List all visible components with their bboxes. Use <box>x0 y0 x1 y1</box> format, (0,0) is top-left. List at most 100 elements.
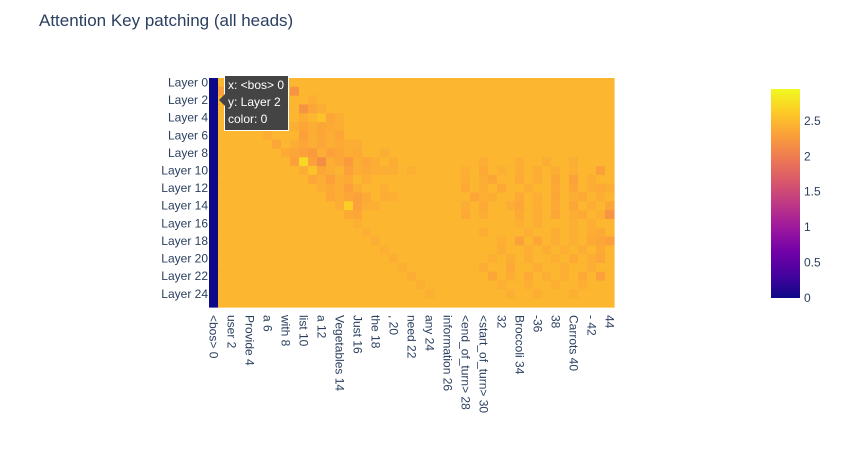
heatmap-cell[interactable] <box>299 192 309 202</box>
heatmap-cell[interactable] <box>596 298 606 308</box>
heatmap-cell[interactable] <box>353 298 363 308</box>
heatmap-cell[interactable] <box>335 104 345 114</box>
heatmap-cell[interactable] <box>461 157 471 167</box>
heatmap-cell[interactable] <box>218 254 228 264</box>
heatmap-cell[interactable] <box>587 104 597 114</box>
heatmap-cell[interactable] <box>380 157 390 167</box>
heatmap-cell[interactable] <box>218 139 228 150</box>
heatmap-cell[interactable] <box>596 254 606 264</box>
heatmap-cell[interactable] <box>461 210 471 220</box>
heatmap-cell[interactable] <box>326 148 336 158</box>
heatmap-cell[interactable] <box>569 113 579 123</box>
heatmap-cell[interactable] <box>326 236 336 246</box>
heatmap-cell[interactable] <box>551 236 561 246</box>
heatmap-cell[interactable] <box>605 218 615 229</box>
heatmap-cell[interactable] <box>218 227 228 238</box>
heatmap-cell[interactable] <box>236 201 246 211</box>
heatmap-cell[interactable] <box>209 218 219 229</box>
heatmap-cell[interactable] <box>227 174 237 185</box>
heatmap-cell[interactable] <box>506 245 516 255</box>
heatmap-cell[interactable] <box>380 218 390 229</box>
heatmap-cell[interactable] <box>560 271 570 282</box>
heatmap-cell[interactable] <box>497 166 507 176</box>
heatmap-cell[interactable] <box>542 95 552 106</box>
heatmap-cell[interactable] <box>299 210 309 220</box>
heatmap-cell[interactable] <box>551 298 561 308</box>
heatmap-cell[interactable] <box>209 166 219 176</box>
heatmap-cell[interactable] <box>371 201 381 211</box>
heatmap-cell[interactable] <box>407 298 417 308</box>
heatmap-cell[interactable] <box>299 289 309 299</box>
heatmap-cell[interactable] <box>425 218 435 229</box>
heatmap-cell[interactable] <box>533 192 543 202</box>
heatmap-cell[interactable] <box>380 174 390 185</box>
heatmap-cell[interactable] <box>371 280 381 290</box>
heatmap-cell[interactable] <box>533 166 543 176</box>
heatmap-cell[interactable] <box>416 218 426 229</box>
heatmap-cell[interactable] <box>380 122 390 132</box>
heatmap-cell[interactable] <box>506 280 516 290</box>
heatmap-cell[interactable] <box>317 210 327 220</box>
heatmap-cell[interactable] <box>263 210 273 220</box>
heatmap-cell[interactable] <box>506 201 516 211</box>
heatmap-cell[interactable] <box>380 271 390 282</box>
heatmap-cell[interactable] <box>236 289 246 299</box>
heatmap-cell[interactable] <box>281 218 291 229</box>
heatmap-cell[interactable] <box>398 122 408 132</box>
heatmap-cell[interactable] <box>479 78 489 88</box>
heatmap-cell[interactable] <box>587 245 597 255</box>
heatmap-cell[interactable] <box>470 245 480 255</box>
heatmap-cell[interactable] <box>398 113 408 123</box>
heatmap-cell[interactable] <box>353 289 363 299</box>
heatmap-cell[interactable] <box>209 157 219 167</box>
heatmap-cell[interactable] <box>236 245 246 255</box>
heatmap-cell[interactable] <box>299 86 309 97</box>
heatmap-cell[interactable] <box>227 227 237 238</box>
heatmap-cell[interactable] <box>542 122 552 132</box>
heatmap-cell[interactable] <box>542 192 552 202</box>
heatmap-cell[interactable] <box>578 289 588 299</box>
heatmap-cell[interactable] <box>461 174 471 185</box>
heatmap-cell[interactable] <box>470 86 480 97</box>
heatmap-cell[interactable] <box>605 254 615 264</box>
heatmap-cell[interactable] <box>506 104 516 114</box>
heatmap-cell[interactable] <box>506 78 516 88</box>
heatmap-cell[interactable] <box>479 298 489 308</box>
heatmap-cell[interactable] <box>452 236 462 246</box>
heatmap-cell[interactable] <box>497 227 507 238</box>
heatmap-cell[interactable] <box>209 113 219 123</box>
heatmap-cell[interactable] <box>272 254 282 264</box>
heatmap-cell[interactable] <box>578 254 588 264</box>
heatmap-cell[interactable] <box>542 130 552 141</box>
heatmap-cell[interactable] <box>596 236 606 246</box>
heatmap-cell[interactable] <box>326 218 336 229</box>
heatmap-cell[interactable] <box>371 183 381 194</box>
heatmap-cell[interactable] <box>443 262 453 273</box>
heatmap-cell[interactable] <box>227 166 237 176</box>
heatmap-cell[interactable] <box>488 130 498 141</box>
heatmap-cell[interactable] <box>353 218 363 229</box>
heatmap-cell[interactable] <box>281 280 291 290</box>
heatmap-cell[interactable] <box>488 113 498 123</box>
heatmap-cell[interactable] <box>308 192 318 202</box>
heatmap-cell[interactable] <box>425 298 435 308</box>
heatmap-cell[interactable] <box>470 271 480 282</box>
heatmap-cell[interactable] <box>326 122 336 132</box>
heatmap-cell[interactable] <box>443 174 453 185</box>
heatmap-cell[interactable] <box>344 95 354 106</box>
heatmap-cell[interactable] <box>317 218 327 229</box>
heatmap-cell[interactable] <box>263 139 273 150</box>
heatmap-cell[interactable] <box>425 254 435 264</box>
heatmap-cell[interactable] <box>389 104 399 114</box>
heatmap-cell[interactable] <box>524 227 534 238</box>
heatmap-cell[interactable] <box>362 139 372 150</box>
heatmap-cell[interactable] <box>596 210 606 220</box>
heatmap-cell[interactable] <box>524 104 534 114</box>
heatmap-cell[interactable] <box>569 183 579 194</box>
heatmap-cell[interactable] <box>533 218 543 229</box>
heatmap-cell[interactable] <box>506 210 516 220</box>
heatmap-cell[interactable] <box>569 122 579 132</box>
heatmap-cell[interactable] <box>452 298 462 308</box>
heatmap-cell[interactable] <box>515 227 525 238</box>
heatmap-cell[interactable] <box>344 236 354 246</box>
